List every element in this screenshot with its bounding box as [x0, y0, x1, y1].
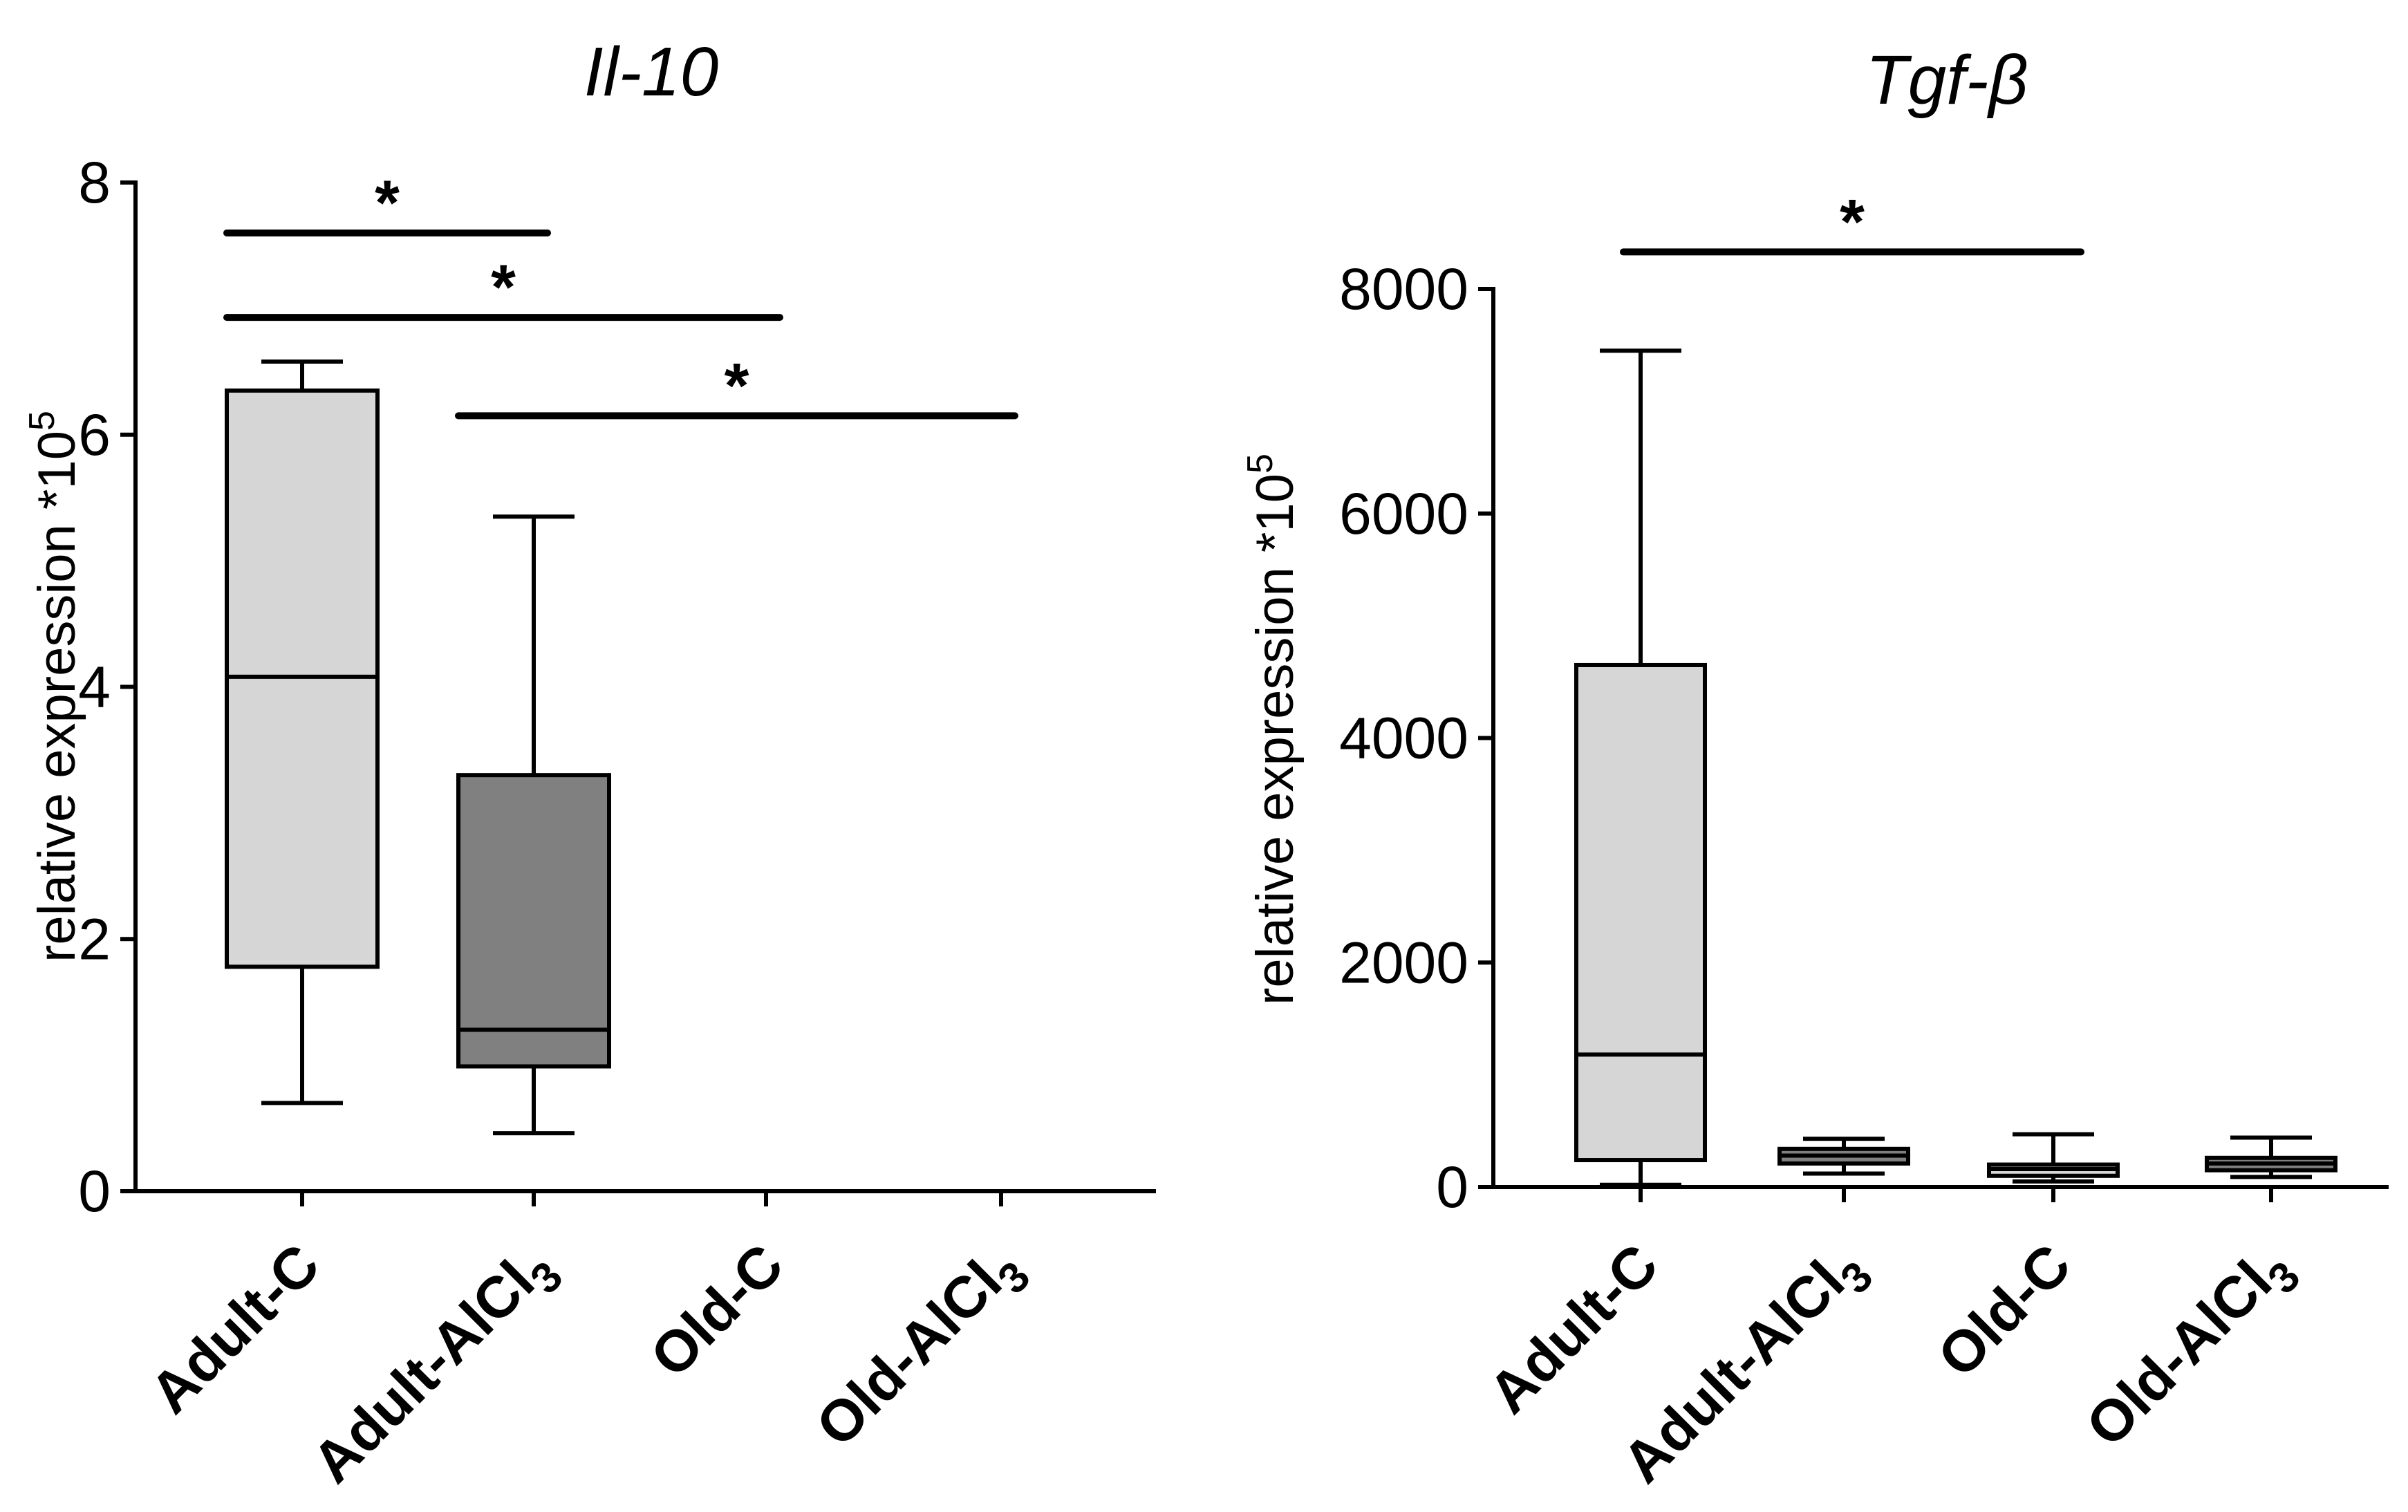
x-category-label: Adult-AlCl3 — [300, 1231, 572, 1504]
significance-1: * — [1623, 187, 2081, 257]
chart-title: Il-10 — [584, 33, 719, 111]
y-tick-label: 0 — [78, 1159, 111, 1224]
x-category-base: Adult-C — [1476, 1231, 1670, 1426]
y-axis-label: relative expression *105 — [1240, 454, 1305, 1005]
y-tick-label: 6000 — [1339, 481, 1468, 546]
x-category-label: Old-AlCl3 — [2073, 1231, 2309, 1467]
significance-star: * — [1840, 187, 1865, 257]
x-category-base: Old-C — [1925, 1231, 2083, 1389]
x-category-label: Adult-C — [1476, 1231, 1670, 1426]
box-3: Old-C — [1925, 1135, 2118, 1390]
box-1: Adult-C — [138, 362, 377, 1426]
significance-star: * — [491, 252, 516, 323]
chart-2: Tgf-β relative expression *105 0 2000 4000 60… — [1240, 41, 2389, 1504]
significance-star: * — [725, 351, 749, 421]
box-1: Adult-C — [1476, 351, 1705, 1426]
x-category-label: Old-C — [638, 1231, 796, 1389]
box-4: Old-AlCl3 — [803, 1191, 1076, 1467]
x-category-base: Adult-C — [138, 1231, 332, 1426]
x-category-base: Old-AlCl — [2073, 1249, 2284, 1459]
y-tick-label: 6 — [78, 402, 111, 467]
y-axis-label: relative expression *105 — [22, 411, 86, 962]
x-category-base: Old-C — [638, 1231, 796, 1389]
x-category-label: Adult-C — [138, 1231, 332, 1426]
y-tick-label: 2 — [78, 906, 111, 971]
y-tick-label: 8 — [78, 150, 111, 215]
significance-2: * — [227, 252, 780, 323]
y-tick-label: 0 — [1436, 1155, 1468, 1220]
figure: Il-10relative expression *10502468Adult-… — [0, 0, 2408, 1512]
x-category-base: Old-AlCl — [803, 1249, 1014, 1459]
y-axis-label-text: relative expression *10 — [1246, 474, 1305, 1005]
box-3: Old-C — [638, 1191, 841, 1389]
iqr-box — [1576, 665, 1705, 1160]
y-axis-label-text: relative expression *10 — [28, 431, 86, 962]
significance-3: * — [458, 351, 1015, 421]
x-category-label: Old-AlCl3 — [803, 1231, 1039, 1467]
iqr-box — [458, 775, 609, 1066]
y-axis-label-superscript: 5 — [22, 411, 62, 431]
y-axis-label-superscript: 5 — [1240, 454, 1280, 474]
x-category-label: Old-C — [1925, 1231, 2083, 1389]
significance-star: * — [375, 168, 400, 239]
y-tick-label: 4000 — [1339, 706, 1468, 771]
chart-1: Il-10 relative expression *105 0 2 4 6 8 Adult-… — [22, 33, 1156, 1504]
y-tick-label: 2000 — [1339, 930, 1468, 995]
y-tick-label: 4 — [78, 655, 111, 720]
significance-1: * — [227, 168, 548, 239]
box-2: Adult-AlCl3 — [1610, 1139, 1908, 1504]
chart-title: Tgf-β — [1866, 41, 2028, 119]
x-category-base: Adult-AlCl — [300, 1249, 547, 1495]
y-tick-label: 8000 — [1339, 256, 1468, 321]
